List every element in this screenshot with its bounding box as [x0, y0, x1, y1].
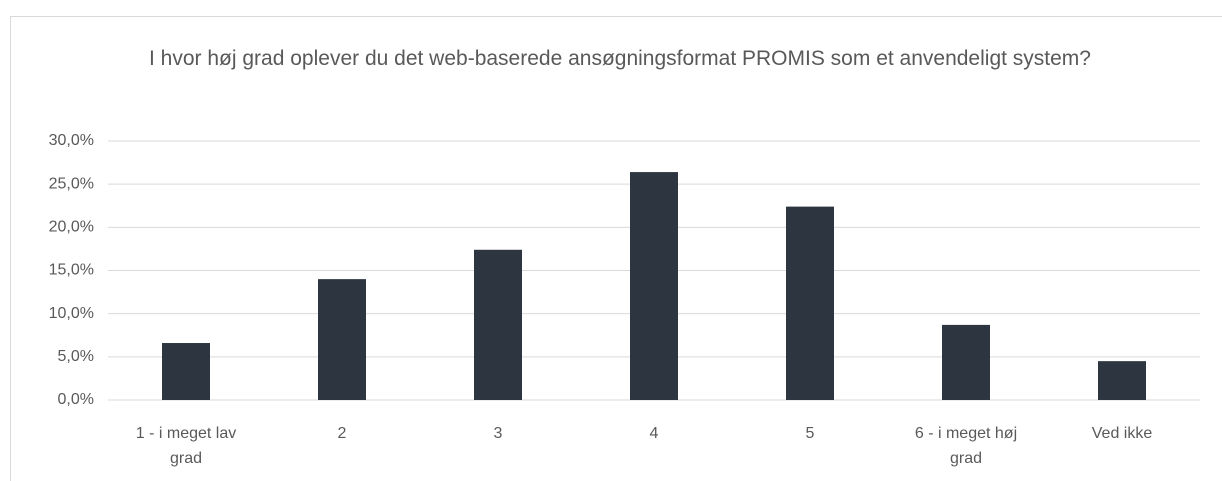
y-tick-label: 20,0%: [49, 219, 94, 236]
x-tick-label: 5: [805, 425, 815, 442]
y-tick-label: 5,0%: [58, 348, 94, 365]
y-tick-label: 10,0%: [49, 305, 94, 322]
x-tick-label: Ved ikke: [1091, 425, 1153, 442]
x-tick-label: 4: [649, 425, 659, 442]
chart-border: [10, 16, 1222, 481]
y-tick-label: 30,0%: [49, 132, 94, 149]
bar: [630, 172, 678, 400]
y-tick-label: 25,0%: [49, 175, 94, 192]
bar: [318, 279, 366, 400]
x-tick-label: 1 - i meget lav grad: [135, 425, 237, 467]
x-tick-label: 6 - i meget høj grad: [914, 425, 1018, 467]
bar: [474, 249, 522, 400]
bar: [786, 206, 834, 400]
bar: [162, 343, 210, 400]
bar: [1098, 361, 1146, 400]
chart-title: I hvor høj grad oplever du det web-baser…: [149, 47, 1091, 70]
bar: [942, 324, 990, 400]
x-tick-label: 2: [337, 425, 347, 442]
y-tick-label: 0,0%: [58, 391, 94, 408]
y-tick-label: 15,0%: [49, 262, 94, 279]
x-tick-label: 3: [493, 425, 503, 442]
